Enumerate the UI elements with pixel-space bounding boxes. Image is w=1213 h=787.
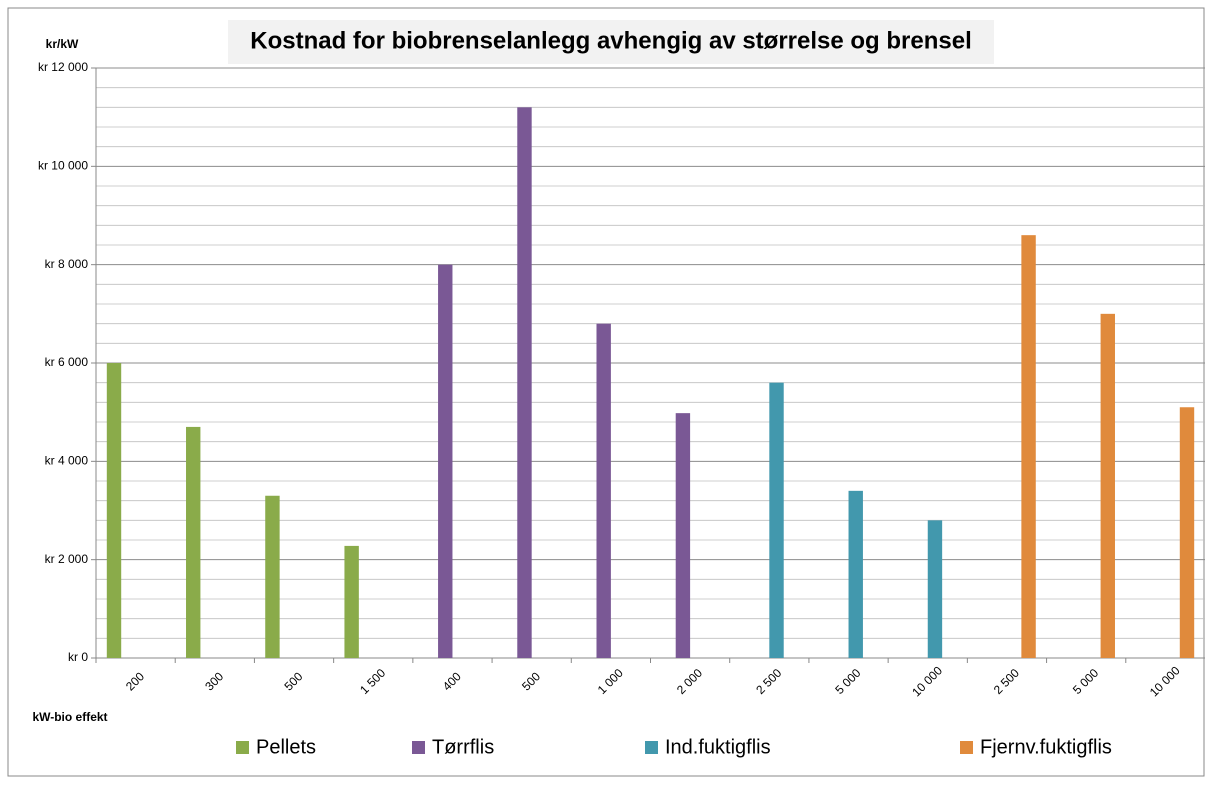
bar: [769, 382, 784, 658]
bar: [1100, 313, 1115, 658]
y-tick-label: kr 10 000: [38, 159, 88, 173]
legend-swatch: [412, 741, 425, 754]
bar: [675, 413, 691, 658]
bar: [186, 426, 201, 658]
bar: [927, 520, 943, 658]
bar: [265, 495, 280, 658]
bar: [1179, 407, 1195, 658]
legend-swatch: [645, 741, 658, 754]
bar: [344, 545, 359, 658]
y-tick-label: kr 6 000: [45, 355, 89, 369]
bar: [596, 323, 611, 658]
bar: [106, 363, 122, 658]
y-tick-label: kr 2 000: [45, 552, 89, 566]
y-axis-label: kr/kW: [46, 37, 79, 51]
bar: [517, 107, 532, 659]
y-tick-label: kr 12 000: [38, 60, 88, 74]
legend-swatch: [960, 741, 973, 754]
bar: [438, 264, 453, 658]
legend-label: Fjernv.fuktigflis: [980, 736, 1112, 758]
y-tick-label: kr 4 000: [45, 454, 89, 468]
legend-label: Tørrflis: [432, 736, 494, 758]
bar: [1021, 235, 1036, 658]
legend-label: Ind.fuktigflis: [665, 736, 771, 758]
y-tick-label: kr 8 000: [45, 257, 89, 271]
chart-title: Kostnad for biobrenselanlegg avhengig av…: [250, 27, 972, 54]
title-box: [228, 20, 994, 64]
bar: [848, 490, 863, 658]
legend-label: Pellets: [256, 736, 316, 758]
x-axis-label: kW-bio effekt: [32, 710, 107, 724]
legend-swatch: [236, 741, 249, 754]
y-tick-label: kr 0: [68, 650, 88, 664]
